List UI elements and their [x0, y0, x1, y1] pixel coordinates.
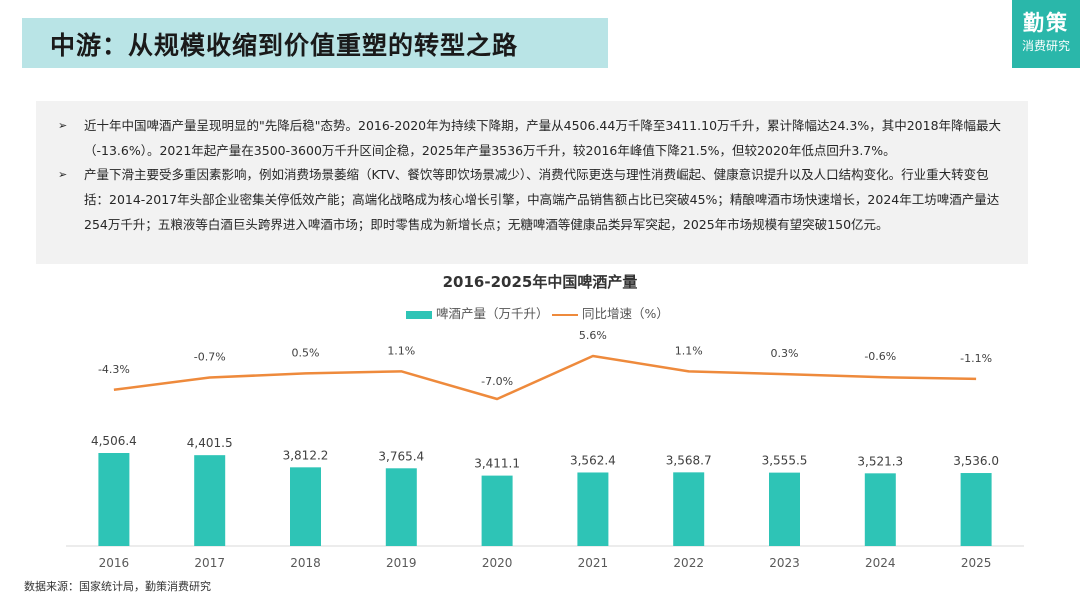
bar-value-label: 4,401.5 [187, 436, 233, 450]
x-tick-label: 2019 [386, 556, 417, 570]
bar [385, 468, 417, 546]
growth-value-label: 1.1% [675, 344, 703, 357]
brand-name: 勤策 [1023, 11, 1069, 35]
bar-value-label: 3,521.3 [857, 454, 903, 468]
x-tick-label: 2020 [482, 556, 513, 570]
bar [960, 473, 992, 546]
legend-item-production: 啤酒产量（万千升） [406, 303, 549, 322]
brand-logo: 勤策 消费研究 [1012, 0, 1080, 68]
legend-label: 同比增速（%） [582, 306, 669, 321]
growth-value-label: -0.7% [194, 351, 226, 364]
bar [864, 473, 896, 546]
bar [290, 467, 321, 546]
x-tick-label: 2025 [961, 556, 992, 570]
x-tick-label: 2024 [865, 556, 896, 570]
growth-value-label: -4.3% [98, 363, 130, 376]
legend-swatch-bar [406, 310, 432, 319]
x-tick-label: 2016 [99, 556, 130, 570]
bar [673, 472, 705, 546]
summary-box: ➢ 近十年中国啤酒产量呈现明显的"先降后稳"态势。2016-2020年为持续下降… [36, 101, 1028, 264]
legend-swatch-line [552, 313, 578, 316]
x-tick-label: 2021 [578, 556, 609, 570]
bar [481, 475, 513, 546]
legend-item-growth: 同比增速（%） [552, 303, 669, 322]
bar-value-label: 4,506.4 [91, 434, 137, 448]
bullet-icon: ➢ [58, 119, 68, 132]
x-tick-label: 2023 [769, 556, 800, 570]
bar-value-label: 3,555.5 [762, 454, 808, 468]
growth-value-label: -1.1% [960, 352, 992, 365]
summary-text: 产量下滑主要受多重因素影响，例如消费场景萎缩（KTV、餐饮等即饮场景减少）、消费… [84, 167, 1000, 232]
growth-value-label: 1.1% [387, 344, 415, 357]
bar [769, 472, 800, 546]
legend-label: 啤酒产量（万千升） [436, 306, 549, 321]
growth-value-label: -7.0% [481, 375, 513, 388]
summary-text: 近十年中国啤酒产量呈现明显的"先降后稳"态势。2016-2020年为持续下降期，… [84, 118, 1002, 158]
growth-value-label: 0.3% [771, 347, 799, 360]
bar-value-label: 3,568.7 [666, 453, 712, 467]
bar-value-label: 3,411.1 [474, 457, 520, 471]
bullet-icon: ➢ [58, 168, 68, 181]
bar-value-label: 3,812.2 [283, 448, 329, 462]
bar-value-label: 3,536.0 [953, 454, 999, 468]
growth-line [113, 354, 977, 401]
bar-value-label: 3,562.4 [570, 453, 616, 467]
summary-item: ➢ 产量下滑主要受多重因素影响，例如消费场景萎缩（KTV、餐饮等即饮场景减少）、… [58, 162, 1008, 237]
growth-value-label: -0.6% [864, 350, 896, 363]
data-source: 数据来源：国家统计局，勤策消费研究 [24, 580, 211, 593]
chart-title: 2016-2025年中国啤酒产量 [442, 273, 638, 291]
bar [98, 453, 130, 546]
x-tick-label: 2018 [290, 556, 321, 570]
brand-subtitle: 消费研究 [1021, 39, 1070, 53]
growth-value-label: 5.6% [579, 329, 607, 342]
bar [194, 455, 226, 546]
title-band: 中游：从规模收缩到价值重塑的转型之路 [22, 18, 608, 68]
bar [577, 472, 609, 546]
summary-item: ➢ 近十年中国啤酒产量呈现明显的"先降后稳"态势。2016-2020年为持续下降… [58, 113, 1008, 163]
bar-value-label: 3,765.4 [378, 449, 424, 463]
growth-value-label: 0.5% [292, 346, 320, 359]
page-title: 中游：从规模收缩到价值重塑的转型之路 [50, 31, 519, 60]
x-tick-label: 2022 [673, 556, 704, 570]
x-tick-label: 2017 [194, 556, 225, 570]
